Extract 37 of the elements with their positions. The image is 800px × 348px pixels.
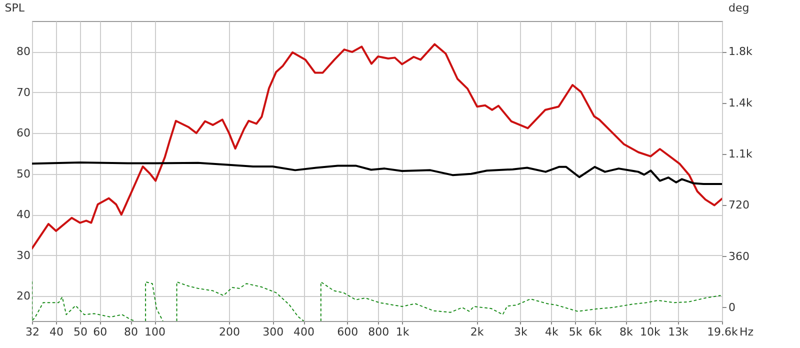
y-tick-label: 30 <box>16 248 30 262</box>
x-tick-label: 32 <box>26 326 40 338</box>
x-tick-label: 800 <box>368 326 390 338</box>
x-tick-label: 19.6k <box>707 326 739 338</box>
y-tick-label: 80 <box>16 45 30 58</box>
x-tick-label: 4k <box>544 326 559 338</box>
y2-tick-label: 0 <box>728 300 736 314</box>
x-tick-label: 8k <box>619 326 634 338</box>
x-tick-label: 300 <box>262 326 284 338</box>
x-tick-label: 100 <box>144 326 166 338</box>
x-tick-label: 40 <box>49 326 64 338</box>
x-tick-label: 1k <box>396 326 410 338</box>
y-tick-label: 70 <box>16 86 30 99</box>
x-tick-label: 80 <box>124 326 138 338</box>
x-tick-label: 200 <box>219 326 240 338</box>
y-tick-label: 50 <box>16 167 30 180</box>
x-tick-label: 3k <box>514 326 528 338</box>
y2-tick-label: 720 <box>728 198 750 212</box>
y-tick-label: 20 <box>16 290 30 303</box>
x-tick-label: 10k <box>640 326 661 338</box>
x-tick-label: 400 <box>294 326 315 338</box>
x-tick-label: 13k <box>668 326 690 338</box>
x-axis-title: Hz <box>740 326 754 338</box>
y-axis-title: SPL <box>4 2 26 14</box>
y2-tick-label: 1.8k <box>728 45 753 58</box>
x-tick-label: 5k <box>568 326 583 338</box>
y2-axis-title: deg <box>728 2 750 14</box>
x-tick-label: 600 <box>337 326 358 338</box>
y2-tick-label: 1.1k <box>728 147 753 160</box>
x-tick-label: 6k <box>588 326 603 338</box>
y-tick-label: 60 <box>16 126 30 140</box>
y2-tick-label: 1.4k <box>728 96 753 110</box>
x-tick-label: 2k <box>470 326 484 338</box>
y-tick-label: 40 <box>16 208 30 222</box>
y2-tick-label: 360 <box>728 250 750 263</box>
x-tick-label: 50 <box>73 326 88 338</box>
x-tick-label: 60 <box>93 326 108 338</box>
